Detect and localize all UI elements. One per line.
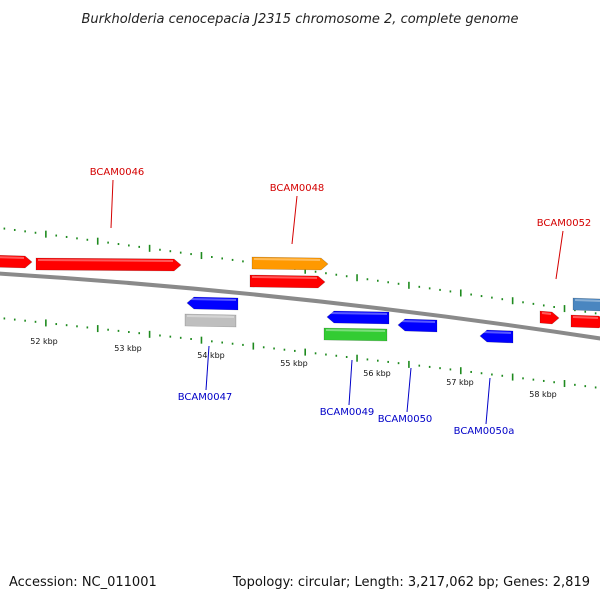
- gene-label-leader: [110, 179, 114, 229]
- gene-feature-highlight: [481, 331, 512, 334]
- gene-feature-highlight: [253, 258, 321, 261]
- gene-label[interactable]: BCAM0050: [378, 414, 433, 425]
- gene-feature-reverse[interactable]: [479, 329, 514, 344]
- scale-label: 55 kbp: [280, 359, 308, 368]
- gene-feature-reverse[interactable]: [323, 327, 388, 342]
- gene-label[interactable]: BCAM0052: [537, 218, 592, 229]
- map-title: Burkholderia cenocepacia J2315 chromosom…: [81, 12, 518, 27]
- gene-feature-highlight: [574, 299, 600, 302]
- gene-label-leader: [291, 195, 298, 245]
- scale-label: 58 kbp: [529, 390, 557, 399]
- gene-feature-highlight: [0, 256, 25, 259]
- gene-label[interactable]: BCAM0050a: [454, 426, 515, 437]
- accession-text: Accession: NC_011001: [9, 575, 157, 590]
- gene-label[interactable]: BCAM0048: [270, 183, 325, 194]
- scale-label: 52 kbp: [30, 337, 58, 346]
- gene-label-leader: [555, 230, 564, 280]
- gene-feature-highlight: [188, 298, 237, 301]
- genome-summary-text: Topology: circular; Length: 3,217,062 bp…: [232, 575, 590, 590]
- gene-feature-forward[interactable]: [249, 274, 326, 289]
- chromosome-backbone: [0, 271, 600, 341]
- gene-feature-forward[interactable]: [572, 297, 600, 312]
- gene-label-leader: [205, 345, 210, 391]
- gene-feature-highlight: [399, 320, 436, 323]
- gene-feature-reverse[interactable]: [397, 318, 438, 333]
- gene-feature-reverse[interactable]: [326, 310, 390, 325]
- gene-feature-reverse[interactable]: [186, 296, 239, 311]
- scale-label: 53 kbp: [114, 344, 142, 353]
- gene-label[interactable]: BCAM0047: [178, 392, 233, 403]
- inner-tick-ring: [3, 317, 597, 389]
- gene-feature-highlight: [251, 276, 318, 279]
- gene-label-leader: [348, 359, 353, 406]
- gene-feature-forward[interactable]: [251, 256, 329, 271]
- scale-label: 54 kbp: [197, 351, 225, 360]
- gene-feature-forward[interactable]: [539, 310, 560, 325]
- gene-feature-highlight: [541, 312, 552, 315]
- gene-label[interactable]: BCAM0049: [320, 407, 375, 418]
- gene-label-leader: [485, 377, 491, 425]
- gene-feature-highlight: [186, 315, 235, 318]
- gene-label-leader: [406, 367, 412, 413]
- gene-feature-highlight: [328, 312, 388, 315]
- scale-label: 57 kbp: [446, 378, 474, 387]
- gene-feature-reverse[interactable]: [184, 313, 237, 328]
- gene-labels: BCAM0046 BCAM0048 BCAM0052 BCAM0047 BCAM0049…: [90, 167, 592, 437]
- scale-label: 56 kbp: [363, 369, 391, 378]
- scale-labels: 52 kbp 53 kbp 54 kbp 55 kbp 56 kbp 57 kbp 58 k…: [30, 337, 557, 399]
- gene-feature-forward[interactable]: [0, 254, 33, 269]
- gene-features: [0, 254, 600, 344]
- gene-feature-highlight: [325, 329, 386, 332]
- gene-feature-forward[interactable]: [570, 314, 600, 329]
- gene-label[interactable]: BCAM0046: [90, 167, 145, 178]
- gene-feature-highlight: [37, 259, 174, 262]
- gene-feature-highlight: [572, 316, 599, 319]
- gene-feature-forward[interactable]: [35, 257, 182, 272]
